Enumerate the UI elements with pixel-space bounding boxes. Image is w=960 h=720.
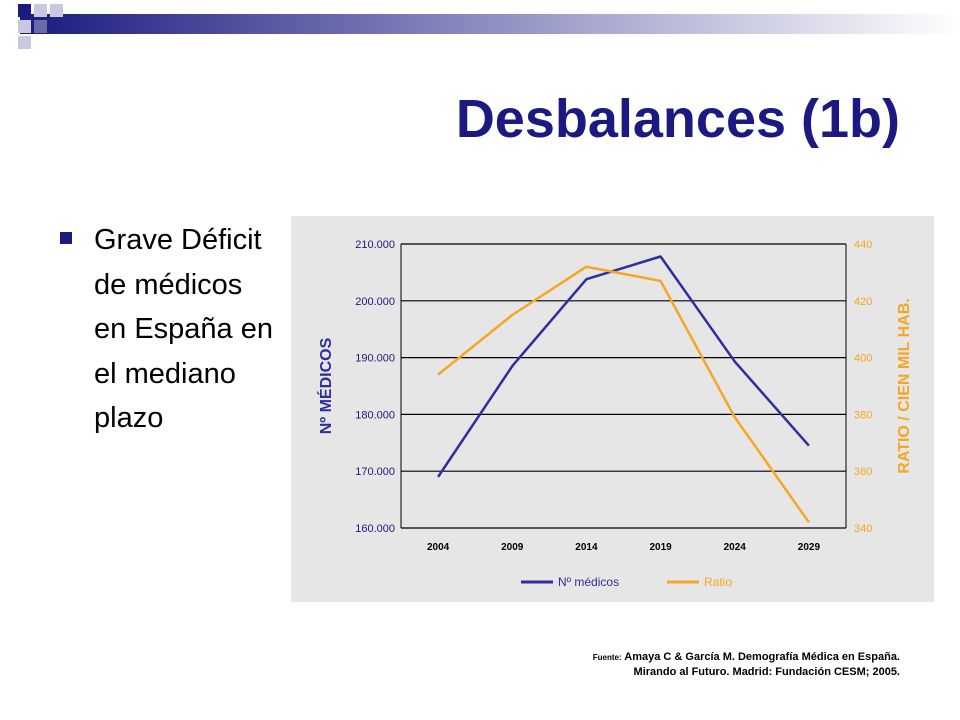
bullet-square-icon	[60, 232, 72, 244]
y-axis-title-right: RATIO / CIEN MIL HAB.	[896, 298, 913, 473]
source-citation: Fuente: Amaya C & García M. Demografía M…	[593, 650, 900, 680]
y-tick-label-left: 210.000	[355, 239, 395, 251]
source-line-2: Mirando al Futuro. Madrid: Fundación CES…	[633, 666, 900, 678]
y-tick-label-left: 180.000	[355, 409, 395, 421]
legend-label-medicos: Nº médicos	[558, 575, 619, 589]
bullet-text: Grave Déficit de médicos en España en el…	[94, 224, 273, 434]
y-tick-label-left: 160.000	[355, 523, 395, 535]
y-tick-label-left: 170.000	[355, 466, 395, 478]
x-tick-label: 2019	[649, 542, 672, 553]
y-tick-label-right: 340	[854, 523, 872, 535]
y-tick-label-right: 360	[854, 466, 872, 478]
x-tick-label: 2024	[724, 542, 747, 553]
y-axis-title-left: Nº MÉDICOS	[316, 337, 335, 434]
y-tick-label-left: 190.000	[355, 353, 395, 365]
series-line-medicos	[437, 255, 810, 478]
y-tick-label-right: 380	[854, 409, 872, 421]
source-line-1: Amaya C & García M. Demografía Médica en…	[624, 651, 900, 663]
slide-title: Desbalances (1b)	[455, 89, 900, 149]
y-tick-label-right: 420	[854, 296, 872, 308]
y-tick-label-right: 400	[854, 353, 872, 365]
chart-container: 160.000 170.000 180.000 190.000 200.000 210.0…	[291, 216, 934, 602]
x-tick-label: 2009	[501, 542, 524, 553]
header-decoration	[18, 4, 960, 49]
x-tick-label: 2014	[575, 542, 598, 553]
x-tick-label: 2004	[427, 542, 450, 553]
x-tick-label: 2029	[798, 542, 821, 553]
y-tick-label-left: 200.000	[355, 296, 395, 308]
series-line-ratio	[437, 265, 810, 524]
source-prefix: Fuente:	[592, 653, 622, 662]
line-chart: 160.000 170.000 180.000 190.000 200.000 210.0…	[316, 239, 913, 589]
y-tick-label-right: 440	[854, 239, 872, 251]
legend-label-ratio: Ratio	[704, 575, 732, 589]
